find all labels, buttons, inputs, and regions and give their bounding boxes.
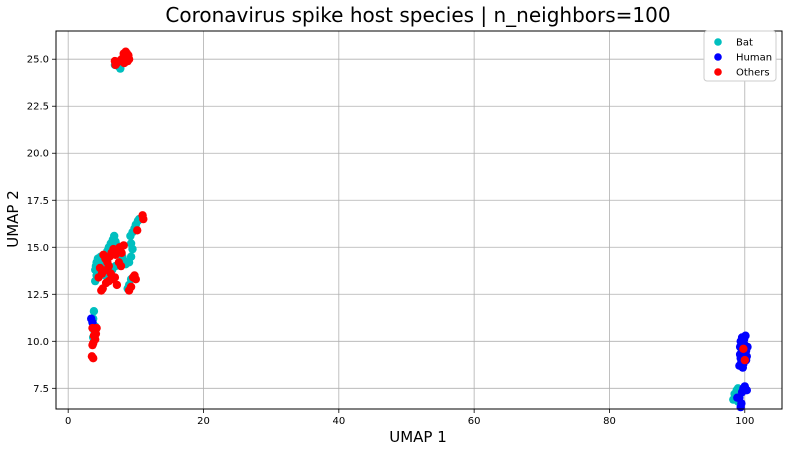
data-point-human	[736, 402, 745, 412]
grid	[56, 31, 782, 409]
data-point-others	[119, 241, 128, 250]
data-point-human	[737, 333, 747, 342]
x-axis-ticks: 0 20 40 60 80 100	[65, 409, 754, 427]
data-point-others	[88, 340, 97, 350]
y-tick-label: 22.5	[27, 102, 49, 113]
data-point-others	[97, 286, 106, 295]
data-point-others	[95, 263, 105, 273]
y-tick-label: 25.0	[27, 55, 49, 66]
legend-marker-others	[714, 68, 722, 76]
data-point-human	[738, 363, 747, 372]
data-point-others	[131, 275, 140, 284]
series-others	[87, 47, 749, 365]
y-tick-label: 15.0	[27, 243, 49, 254]
legend-marker-human	[714, 53, 722, 61]
data-point-others	[110, 273, 120, 282]
legend-label-others: Others	[736, 68, 770, 79]
y-tick-label: 7.5	[33, 384, 49, 395]
data-point-bat	[89, 307, 99, 316]
y-tick-label: 20.0	[27, 149, 49, 160]
x-axis-label: UMAP 1	[389, 428, 447, 446]
x-tick-label: 100	[735, 416, 754, 427]
legend-label-bat: Bat	[736, 38, 753, 49]
data-point-others	[740, 355, 749, 365]
data-point-others	[116, 261, 126, 271]
data-point-others	[739, 344, 748, 353]
legend-label-human: Human	[736, 53, 772, 64]
legend-box	[703, 30, 777, 82]
data-point-others	[89, 354, 98, 363]
data-point-others	[139, 214, 148, 224]
series-bat	[88, 51, 744, 406]
data-point-others	[92, 323, 101, 333]
data-point-others	[126, 282, 136, 291]
y-tick-label: 12.5	[27, 290, 49, 301]
x-tick-label: 0	[65, 416, 71, 427]
legend-marker-bat	[714, 38, 722, 46]
y-tick-label: 17.5	[27, 196, 49, 207]
series-human	[87, 314, 752, 412]
chart-title: Coronavirus spike host species | n_neigh…	[165, 3, 670, 27]
y-axis-label: UMAP 2	[4, 190, 22, 248]
x-tick-label: 60	[468, 416, 481, 427]
y-tick-label: 10.0	[27, 337, 49, 348]
data-point-others	[111, 60, 120, 70]
data-point-others	[133, 226, 142, 235]
data-point-others	[94, 273, 103, 282]
x-tick-label: 40	[332, 416, 345, 427]
data-point-bat	[128, 244, 137, 254]
data-point-others	[112, 280, 122, 290]
x-tick-label: 80	[603, 416, 616, 427]
data-point-others	[120, 53, 130, 62]
data-point-others	[117, 248, 126, 258]
legend: Bat Human Others	[703, 30, 777, 82]
y-axis-ticks: 7.5 10.0 12.5 15.0 17.5 20.0 22.5 25.0	[27, 55, 56, 395]
data-points	[87, 47, 752, 412]
plot-frame	[55, 30, 783, 410]
data-point-bat	[124, 258, 134, 267]
x-tick-label: 20	[197, 416, 210, 427]
data-point-human	[733, 393, 742, 402]
